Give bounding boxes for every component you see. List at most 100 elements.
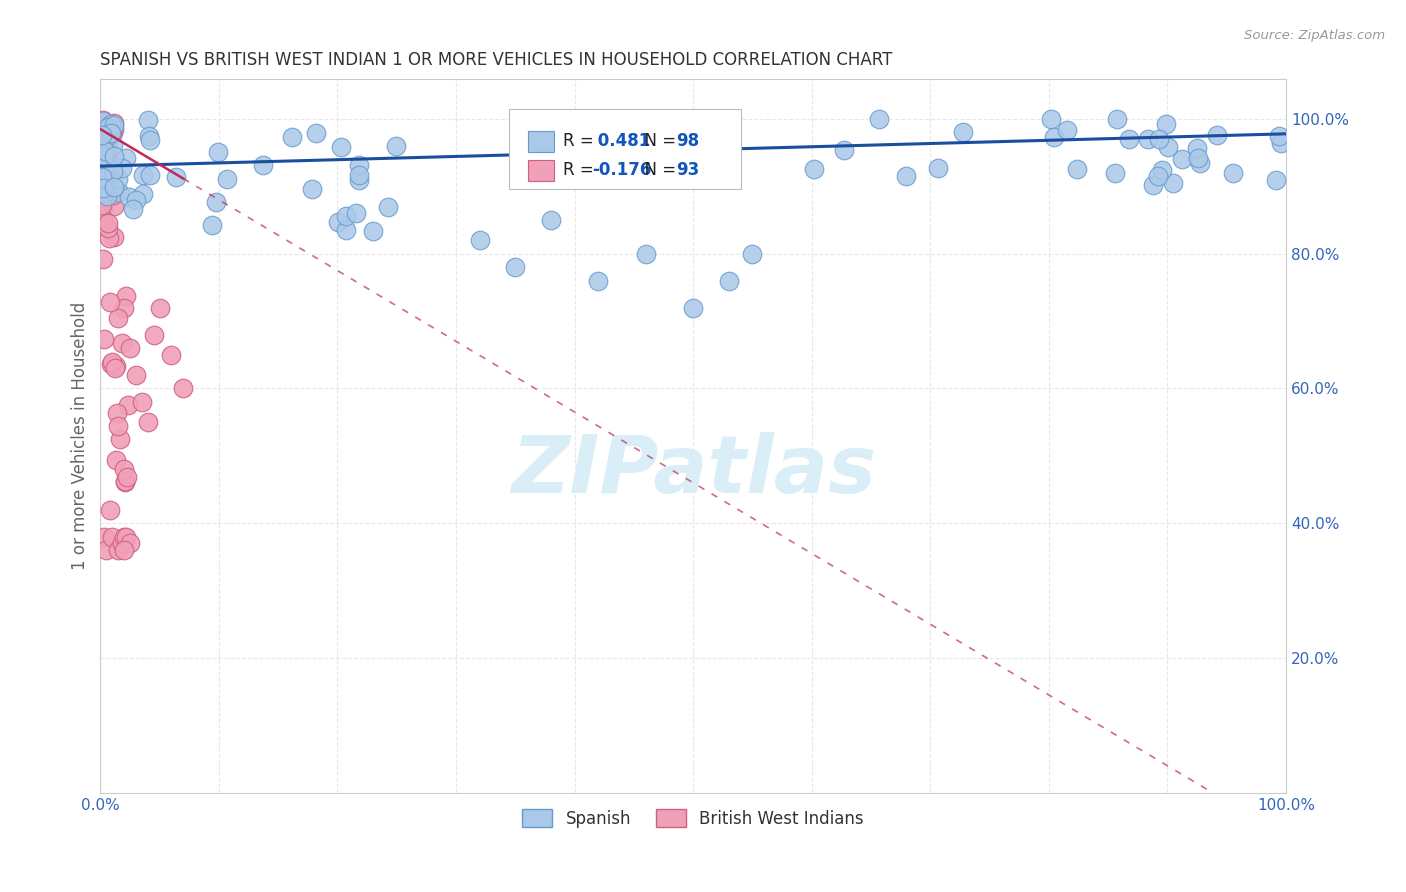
Point	[90, 153, 112, 167]
Point	[90, 197, 112, 211]
Point	[335, 223, 357, 237]
Point	[100, 117, 122, 131]
Point	[101, 530, 124, 544]
Point	[347, 169, 370, 183]
Point	[952, 125, 974, 139]
Point	[104, 359, 127, 374]
Point	[117, 398, 139, 412]
Point	[91, 157, 114, 171]
Point	[91, 159, 114, 173]
Point	[329, 140, 352, 154]
Point	[1161, 177, 1184, 191]
Point	[93, 170, 115, 185]
Point	[142, 327, 165, 342]
Point	[94, 163, 117, 178]
Point	[90, 164, 112, 178]
Point	[90, 128, 112, 142]
Point	[112, 301, 135, 315]
Point	[1040, 112, 1063, 126]
Point	[103, 180, 125, 194]
Legend: Spanish, British West Indians: Spanish, British West Indians	[516, 803, 870, 834]
Point	[94, 173, 117, 187]
Text: SPANISH VS BRITISH WEST INDIAN 1 OR MORE VEHICLES IN HOUSEHOLD CORRELATION CHART: SPANISH VS BRITISH WEST INDIAN 1 OR MORE…	[100, 51, 893, 69]
Point	[160, 348, 183, 362]
Point	[927, 161, 949, 176]
Point	[107, 311, 129, 326]
Point	[94, 130, 117, 145]
Point	[91, 186, 114, 200]
Point	[344, 206, 367, 220]
Point	[103, 230, 125, 244]
Point	[91, 197, 114, 211]
Point	[588, 274, 610, 288]
Point	[107, 172, 129, 186]
FancyBboxPatch shape	[529, 130, 554, 153]
Point	[385, 139, 408, 153]
Point	[96, 120, 118, 135]
Point	[96, 120, 118, 134]
Point	[98, 295, 121, 310]
Point	[103, 118, 125, 132]
FancyBboxPatch shape	[529, 160, 554, 181]
Point	[149, 301, 172, 315]
Point	[468, 233, 491, 247]
Point	[103, 199, 125, 213]
Point	[91, 252, 114, 267]
Point	[96, 128, 118, 142]
Point	[136, 415, 159, 429]
Point	[1104, 166, 1126, 180]
Text: R =: R =	[562, 132, 599, 151]
Point	[252, 158, 274, 172]
Text: 93: 93	[676, 161, 700, 179]
Point	[97, 216, 120, 230]
Text: N =: N =	[634, 132, 682, 151]
Point	[634, 246, 657, 260]
Point	[91, 157, 114, 171]
Point	[201, 218, 224, 232]
Point	[93, 332, 115, 346]
Point	[91, 114, 114, 128]
Point	[91, 210, 114, 224]
Point	[91, 181, 114, 195]
Point	[505, 260, 527, 275]
Point	[114, 475, 136, 490]
Point	[112, 530, 135, 544]
Point	[1147, 131, 1170, 145]
Point	[91, 211, 114, 226]
Point	[115, 530, 138, 544]
Point	[1171, 152, 1194, 166]
Point	[90, 145, 112, 160]
Point	[110, 335, 132, 350]
Point	[281, 130, 304, 145]
Point	[94, 145, 117, 159]
Point	[90, 212, 112, 227]
Point	[136, 113, 159, 128]
Point	[96, 136, 118, 151]
Point	[90, 139, 112, 153]
Point	[105, 452, 128, 467]
Point	[1118, 132, 1140, 146]
Point	[115, 470, 138, 484]
Point	[349, 173, 371, 187]
Point	[1107, 112, 1129, 126]
Point	[91, 113, 114, 128]
Point	[868, 112, 890, 126]
Point	[741, 246, 763, 260]
Point	[1136, 132, 1159, 146]
Point	[97, 120, 120, 135]
Point	[112, 462, 135, 476]
Point	[301, 182, 323, 196]
Point	[108, 432, 131, 446]
Point	[96, 155, 118, 169]
Point	[98, 231, 121, 245]
Point	[96, 130, 118, 145]
Point	[1270, 136, 1292, 150]
Point	[131, 395, 153, 409]
Y-axis label: 1 or more Vehicles in Household: 1 or more Vehicles in Household	[72, 301, 89, 570]
Point	[112, 543, 135, 558]
Point	[107, 543, 129, 558]
Point	[1222, 165, 1244, 179]
Text: Source: ZipAtlas.com: Source: ZipAtlas.com	[1244, 29, 1385, 42]
Point	[90, 170, 112, 185]
Point	[139, 132, 162, 146]
